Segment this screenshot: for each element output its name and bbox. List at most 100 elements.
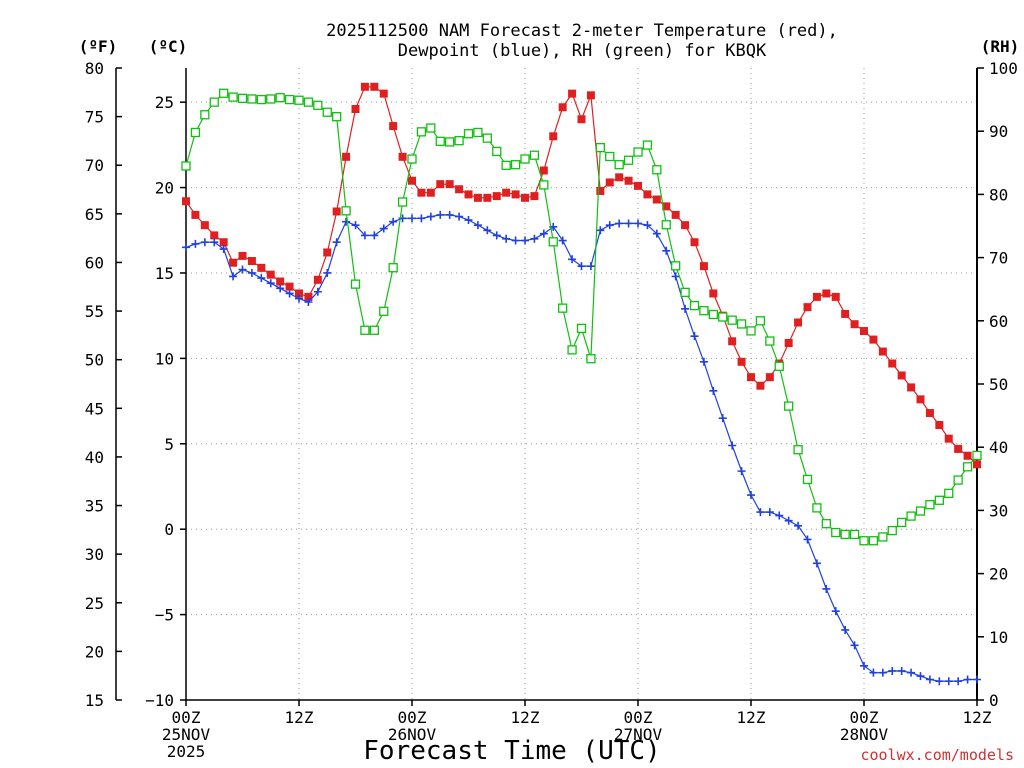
fahrenheit-tick-label: 25: [85, 594, 104, 613]
temperature-point: [878, 347, 887, 356]
rh-point: [953, 475, 963, 485]
dewpoint-point: [238, 265, 247, 274]
temperature-point: [342, 152, 351, 161]
temperature-point: [445, 180, 454, 189]
rh-point: [661, 220, 671, 230]
rh-point: [332, 112, 342, 122]
fahrenheit-tick-label: 80: [85, 59, 104, 78]
rh-point: [840, 529, 850, 540]
dewpoint-point: [624, 219, 633, 228]
temperature-point: [690, 238, 699, 247]
rh-point: [784, 401, 794, 411]
rh-point: [859, 536, 869, 546]
rh-point: [652, 165, 662, 175]
temperature-point: [200, 221, 209, 230]
temperature-point: [765, 373, 774, 382]
dewpoint-point: [803, 535, 812, 544]
temperature-point: [539, 166, 548, 175]
rh-point: [614, 160, 624, 170]
fahrenheit-tick-label: 70: [85, 156, 104, 175]
temperature-point: [502, 188, 511, 197]
rh-point: [906, 511, 916, 521]
rh-tick-label: 80: [989, 185, 1008, 204]
fahrenheit-tick-label: 30: [85, 545, 104, 564]
rh-point: [934, 495, 944, 505]
rh-point: [774, 361, 784, 371]
dewpoint-point: [266, 279, 275, 288]
temperature-point: [699, 262, 708, 271]
rh-point: [520, 154, 530, 164]
dewpoint-point: [530, 234, 539, 243]
temperature-point: [521, 193, 529, 202]
celsius-tick-label: 5: [164, 435, 174, 454]
temperature-point: [370, 82, 379, 91]
dewpoint-point: [313, 287, 322, 296]
temperature-point: [784, 339, 793, 348]
dewpoint-point: [389, 217, 398, 226]
rh-point: [897, 517, 907, 528]
temperature-point: [605, 178, 614, 187]
temperature-line: [185, 86, 978, 465]
rh-point: [727, 315, 737, 325]
x-tick-label: 12Z: [963, 708, 992, 727]
dewpoint-point: [323, 268, 332, 277]
rh-point: [294, 95, 304, 105]
rh-point: [586, 354, 596, 364]
temperature-point: [313, 275, 322, 284]
fahrenheit-tick-label: 40: [85, 448, 104, 467]
temperature-point: [812, 292, 821, 301]
dewpoint-point: [191, 239, 200, 248]
temperature-point: [219, 238, 228, 247]
dewpoint-point: [935, 677, 944, 686]
dewpoint-point: [596, 226, 605, 235]
rh-point: [831, 527, 841, 538]
rh-point: [209, 97, 219, 107]
temperature-point: [549, 132, 558, 141]
dewpoint-point: [426, 212, 435, 221]
rh-unit-label: (RH): [981, 37, 1020, 56]
x-tick-label: 00Z: [624, 708, 653, 727]
celsius-tick-label: 10: [155, 349, 174, 368]
rh-tick-label: 60: [989, 312, 1008, 331]
rh-point: [821, 519, 831, 529]
dewpoint-point: [473, 221, 482, 230]
x-tick-label: 28NOV: [840, 725, 889, 744]
dewpoint-point: [577, 262, 586, 271]
temperature-point: [916, 395, 925, 404]
dewpoint-series: [182, 210, 981, 686]
temperature-point: [925, 409, 934, 418]
dewpoint-point: [944, 677, 953, 686]
temperature-point: [351, 104, 360, 113]
temperature-point: [276, 277, 285, 286]
rh-point: [473, 127, 483, 138]
rh-point: [445, 137, 455, 147]
dewpoint-point: [332, 238, 341, 247]
dewpoint-point: [511, 236, 520, 245]
temperature-point: [963, 451, 972, 460]
rh-tick-label: 90: [989, 122, 1008, 141]
x-tick-label: 00Z: [172, 708, 201, 727]
temperature-point: [398, 152, 407, 161]
celsius-unit-label: (ºC): [149, 37, 188, 56]
dewpoint-point: [841, 625, 850, 634]
temperature-point: [511, 190, 520, 199]
temperature-point: [238, 251, 247, 260]
temperature-point: [229, 258, 238, 267]
rh-point: [558, 303, 568, 313]
temperature-point: [473, 193, 482, 202]
dewpoint-point: [709, 386, 718, 395]
rh-tick-label: 30: [989, 501, 1008, 520]
dewpoint-point: [925, 675, 934, 684]
temperature-point: [408, 176, 416, 185]
temperature-point: [558, 103, 567, 112]
rh-point: [944, 488, 954, 498]
axes: −10−505101520251520253035404550556065707…: [85, 59, 1018, 761]
dewpoint-point: [860, 661, 868, 670]
fahrenheit-tick-label: 65: [85, 205, 104, 224]
temperature-point: [681, 221, 690, 230]
fahrenheit-unit-label: (ºF): [79, 37, 118, 56]
rh-point: [379, 306, 389, 316]
fahrenheit-tick-label: 50: [85, 351, 104, 370]
temperature-point: [841, 309, 850, 318]
rh-point: [492, 146, 502, 157]
